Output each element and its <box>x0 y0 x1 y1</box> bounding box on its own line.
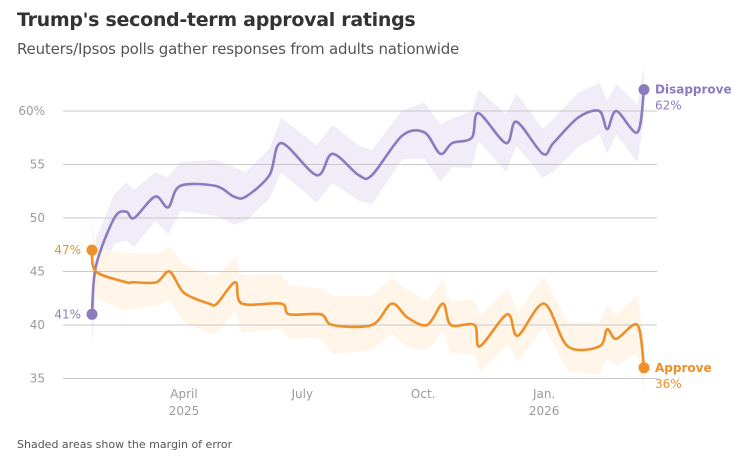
approve-margin-band <box>92 220 644 392</box>
disapprove-end-marker <box>638 84 650 96</box>
y-tick-label: 60% <box>18 104 45 118</box>
approve-end-label: 36% <box>655 377 682 391</box>
x-tick-label: Oct. <box>411 387 436 401</box>
approve-start-label: 47% <box>54 243 81 257</box>
margin-bands <box>92 65 644 392</box>
series-lines <box>86 84 650 374</box>
x-axis-ticks: April 2025 July Oct. Jan. 2026 <box>169 387 560 418</box>
y-tick-label: 35 <box>30 372 45 386</box>
disapprove-start-label: 41% <box>54 307 81 321</box>
footnote: Shaded areas show the margin of error <box>17 438 233 451</box>
disapprove-line <box>90 88 646 316</box>
x-tick-year-label: 2026 <box>529 404 560 418</box>
x-tick-label: Jan. <box>532 387 555 401</box>
x-tick-label: July <box>290 387 313 401</box>
x-tick-year-label: 2025 <box>169 404 200 418</box>
approve-end-marker <box>638 362 650 374</box>
y-tick-label: 45 <box>30 265 45 279</box>
y-axis-ticks: 60% 55 50 45 40 35 <box>18 104 45 386</box>
y-tick-label: 50 <box>30 211 45 225</box>
chart-subtitle: Reuters/Ipsos polls gather responses fro… <box>17 40 460 58</box>
disapprove-end-label: 62% <box>655 99 682 113</box>
approve-series-name: Approve <box>655 361 712 375</box>
disapprove-series-name: Disapprove <box>655 83 732 97</box>
approve-start-marker <box>86 244 98 256</box>
y-tick-label: 40 <box>30 318 45 332</box>
disapprove-start-marker <box>86 308 98 320</box>
disapprove-margin-band <box>92 65 644 345</box>
x-tick-label: April <box>170 387 197 401</box>
chart-title: Trump's second-term approval ratings <box>17 9 416 31</box>
y-tick-label: 55 <box>30 158 45 172</box>
series-labels: 41% Disapprove 62% 47% Approve 36% <box>54 83 731 391</box>
approve-line <box>90 248 646 370</box>
gridlines <box>63 110 657 379</box>
